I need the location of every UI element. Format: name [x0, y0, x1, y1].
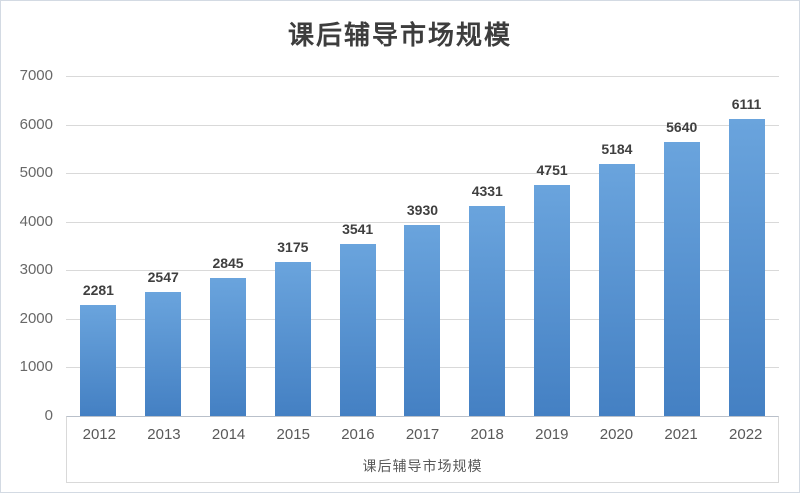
x-tick-label: 2019: [535, 425, 569, 443]
y-tick-label: 1000: [19, 358, 53, 376]
bar: [534, 185, 571, 416]
bar-slot: 3175: [260, 76, 325, 416]
bar: [469, 206, 506, 416]
y-tick-label: 7000: [19, 67, 53, 84]
gridline-7000: [66, 76, 779, 77]
x-tick-label: 2015: [276, 425, 310, 443]
data-label: 4331: [471, 183, 503, 199]
y-tick-label: 3000: [19, 261, 53, 279]
x-tick-label: 2021: [664, 425, 698, 443]
chart-title: 课后辅导市场规模: [287, 20, 512, 50]
bar: [274, 262, 311, 416]
gridline-6000: [66, 124, 779, 126]
bar-series: 2281 2547 2845 3175 3541 3930 4331 4751 5184 5640…: [66, 76, 779, 416]
x-tick-label: 2020: [599, 425, 634, 443]
data-label: 5184: [601, 141, 633, 157]
bar-slot: 4751: [520, 76, 585, 416]
bar-slot: 5184: [585, 76, 650, 416]
y-axis: 0 1000 2000 3000 4000 5000 6000 7000: [1, 67, 59, 424]
bar: [728, 119, 765, 416]
data-label: 3175: [277, 239, 309, 255]
x-tick-label: 2016: [341, 425, 375, 443]
plot-area: 2281 2547 2845 3175 3541 3930 4331 4751 5184 5640…: [66, 76, 779, 416]
x-axis-box: 2012 2013 2014 2015 2016 2017 2018 2019 2020 2021…: [66, 416, 779, 483]
data-label: 3930: [406, 202, 439, 218]
bar: [80, 305, 117, 416]
bar-slot: 2845: [196, 76, 261, 416]
bar: [404, 225, 441, 416]
y-tick-label: 0: [44, 407, 53, 424]
x-axis-title: 课后辅导市场规模: [362, 458, 483, 474]
x-tick-label: 2017: [405, 425, 440, 443]
data-label: 6111: [731, 96, 762, 112]
y-tick-label: 6000: [19, 115, 53, 133]
y-tick-label: 5000: [19, 164, 53, 182]
data-label: 2281: [82, 282, 114, 298]
bar: [598, 164, 635, 416]
x-tick-label: 2014: [211, 425, 246, 443]
y-tick-label: 2000: [19, 309, 53, 327]
bar-slot: 4331: [455, 76, 520, 416]
x-axis-labels: 2012 2013 2014 2015 2016 2017 2018 2019 2020 2021…: [67, 417, 778, 451]
bar-slot: 6111: [714, 76, 779, 416]
bar: [210, 278, 247, 416]
x-tick-label: 2012: [82, 425, 116, 443]
y-tick-label: 4000: [19, 212, 53, 230]
bar-slot: 5640: [649, 76, 714, 416]
x-tick-label: 2013: [147, 425, 181, 443]
x-tick-label: 2018: [470, 425, 504, 443]
gridline-5000: [66, 173, 779, 175]
data-label: 4751: [536, 162, 568, 178]
data-label: 2547: [147, 269, 179, 285]
bar: [339, 244, 376, 416]
bar: [663, 142, 700, 416]
bar-slot: 2547: [131, 76, 196, 416]
data-label: 3541: [342, 221, 374, 237]
bar: [145, 292, 182, 416]
bar-slot: 3541: [325, 76, 390, 416]
gridline-4000: [66, 221, 779, 223]
bar-slot: 3930: [390, 76, 455, 416]
bar-slot: 2281: [66, 76, 131, 416]
data-label: 2845: [212, 255, 244, 271]
x-tick-label: 2022: [729, 425, 763, 443]
data-label: 5640: [666, 119, 698, 135]
